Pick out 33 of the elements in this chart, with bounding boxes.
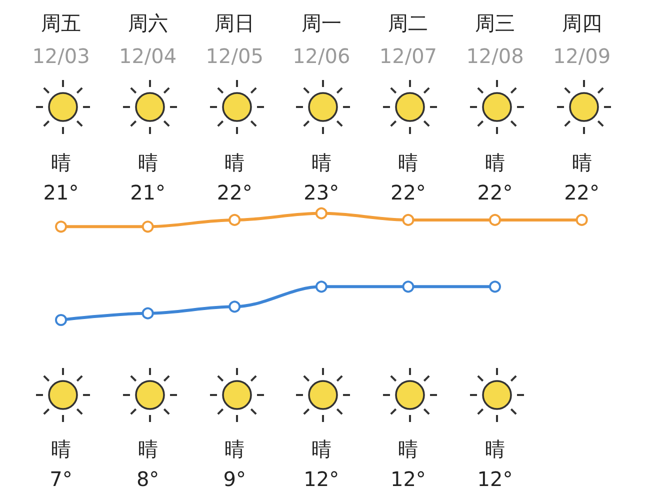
x-tick-label: 周六 12/04 bbox=[118, 10, 177, 68]
x-tick-label: 周一 12/06 bbox=[292, 10, 350, 68]
point bbox=[142, 307, 154, 320]
data-label: 晴 7° bbox=[50, 437, 72, 491]
data-label: 晴 21° bbox=[43, 150, 79, 204]
point bbox=[402, 214, 414, 226]
x-tick-label: 周日 12/05 bbox=[206, 10, 264, 68]
data-label: 晴 22° bbox=[390, 150, 426, 204]
data-label: 晴 23° bbox=[304, 150, 340, 204]
data-label: 晴 22° bbox=[477, 150, 513, 204]
data-label: 晴 21° bbox=[130, 150, 166, 204]
data-label: 晴 22° bbox=[216, 150, 252, 204]
point bbox=[576, 214, 588, 226]
x-tick-label: 周二 12/07 bbox=[379, 10, 438, 68]
data-label: 晴 12° bbox=[304, 437, 340, 491]
data-label: 晴 12° bbox=[477, 437, 513, 491]
point bbox=[228, 214, 241, 226]
point bbox=[402, 280, 414, 293]
point bbox=[489, 214, 501, 226]
data-label: 晴 12° bbox=[390, 437, 426, 491]
data-label: 晴 22° bbox=[564, 150, 600, 204]
point bbox=[142, 220, 154, 233]
point bbox=[55, 314, 67, 326]
point bbox=[315, 207, 328, 220]
point bbox=[55, 220, 67, 233]
point bbox=[228, 300, 241, 313]
point bbox=[489, 280, 501, 293]
data-label: 晴 8° bbox=[136, 437, 160, 491]
x-tick-label: 周三 12/08 bbox=[466, 10, 524, 68]
x-tick-label: 周四 12/09 bbox=[552, 10, 611, 68]
x-tick-label: 周五 12/03 bbox=[32, 10, 90, 68]
point bbox=[315, 280, 328, 293]
data-label: 晴 9° bbox=[223, 437, 246, 491]
